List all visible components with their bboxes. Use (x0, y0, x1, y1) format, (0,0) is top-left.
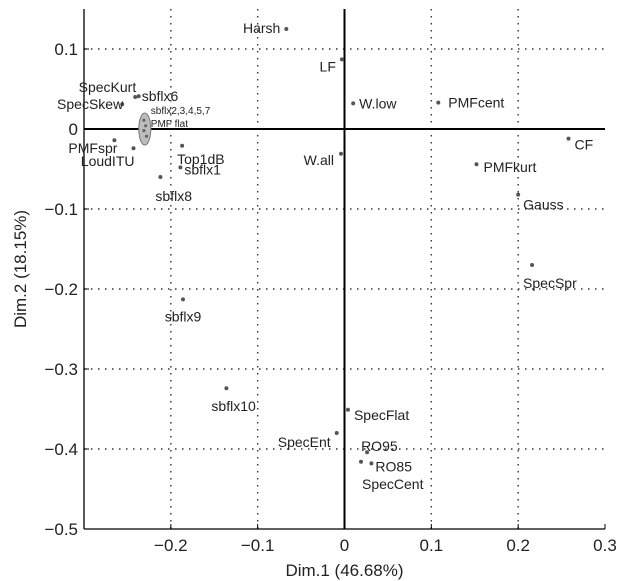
x-tick-label: 0.3 (593, 536, 617, 555)
data-point-label: sbflx8 (155, 188, 192, 204)
y-axis-ticks: 0.1 0 −0.1 −0.2 −0.3 −0.4 −0.5 (44, 40, 89, 539)
data-point (566, 136, 571, 141)
data-point (369, 461, 374, 466)
data-point (120, 102, 125, 107)
data-point (131, 146, 136, 151)
data-point (112, 138, 117, 143)
data-point (530, 263, 535, 267)
cluster-label: PMF flat (151, 119, 188, 130)
cluster-point (144, 134, 149, 138)
data-point-label: SpecSkew (57, 96, 124, 112)
x-axis-ticks: −0.2 −0.1 0 0.1 0.2 0.3 (154, 524, 617, 555)
data-point-label: SpecSpr (523, 275, 577, 291)
data-point (158, 175, 163, 179)
data-point-label: CF (575, 137, 594, 153)
data-point-label: Gauss (523, 197, 563, 213)
data-point-label: PMFcent (448, 95, 504, 111)
data-point-label: Top1dB (177, 151, 224, 167)
data-point (224, 386, 229, 391)
y-tick-label: 0.1 (54, 40, 78, 59)
data-point (339, 151, 344, 156)
cluster-point (142, 129, 146, 133)
data-point-label: sbflx9 (165, 308, 202, 324)
x-tick-label: −0.2 (154, 536, 188, 555)
cluster-point (144, 124, 148, 128)
cluster-ellipse (138, 112, 152, 146)
data-point (180, 297, 185, 302)
y-axis-title: Dim.2 (18.15%) (11, 210, 30, 328)
cluster-group: sbflx2,3,4,5,7 PMF flat (138, 106, 211, 146)
data-point (136, 94, 141, 99)
data-point-label: LF (320, 58, 336, 74)
data-point-label: SpecFlat (354, 407, 409, 423)
x-tick-label: 0.1 (420, 536, 444, 555)
data-point-label: sbflx6 (142, 88, 179, 104)
data-point (345, 407, 350, 412)
data-point (516, 192, 521, 197)
data-point (365, 450, 370, 455)
cluster-point (142, 118, 146, 122)
cluster-label: sbflx2,3,4,5,7 (151, 106, 211, 117)
data-point (334, 431, 339, 435)
y-tick-label: −0.1 (44, 200, 78, 219)
data-point (180, 143, 185, 148)
data-point (339, 57, 344, 62)
data-point-label: SpecEnt (278, 434, 331, 450)
data-point-label: PMFkurt (483, 159, 536, 175)
data-point-label: sbflx1 (184, 161, 221, 177)
data-point-label: W.all (304, 152, 334, 168)
y-tick-label: 0 (69, 120, 78, 139)
y-tick-label: −0.2 (44, 280, 78, 299)
x-axis-title: Dim.1 (46.68%) (285, 561, 403, 580)
data-point (358, 459, 363, 464)
data-point-label: W.low (359, 95, 397, 111)
data-point-label: RO85 (375, 458, 412, 474)
data-point (178, 165, 183, 170)
zero-lines (84, 9, 605, 529)
data-point (351, 101, 356, 106)
x-tick-label: 0.2 (506, 536, 530, 555)
y-tick-label: −0.3 (44, 360, 78, 379)
data-point-label: LoudITU (81, 153, 135, 169)
data-point-label: RO95 (361, 438, 398, 454)
data-point (133, 95, 138, 99)
data-points: Harsh LF W.low PMFcent CF PMFkurt Gauss W.all Sp… (57, 20, 593, 492)
x-tick-label: 0 (340, 536, 349, 555)
data-point-label: SpecCent (362, 476, 424, 492)
x-tick-label: −0.1 (241, 536, 275, 555)
data-point (436, 100, 441, 105)
data-point (474, 162, 479, 167)
data-point-label: PMFspr (68, 140, 117, 156)
data-point-label: Harsh (243, 20, 280, 36)
y-tick-label: −0.4 (44, 440, 78, 459)
data-point-label: SpecKurt (79, 79, 137, 95)
y-tick-label: −0.5 (44, 520, 78, 539)
data-point-label: sbflx10 (211, 398, 256, 414)
data-point (284, 27, 289, 31)
